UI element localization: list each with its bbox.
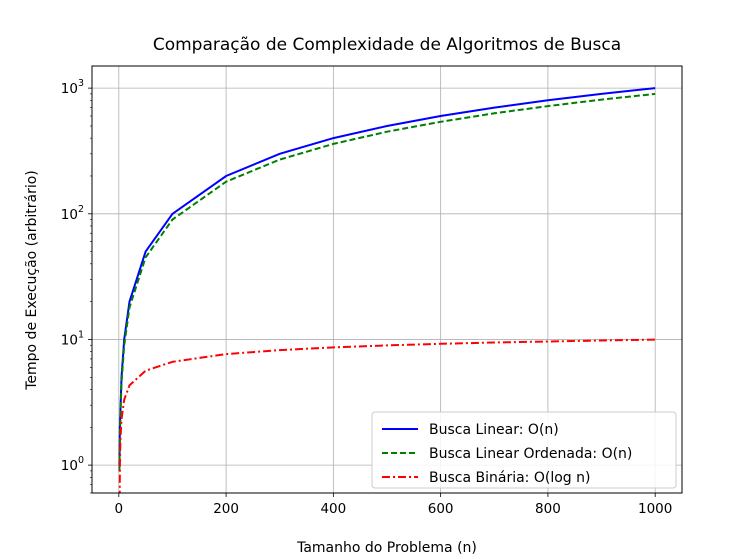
y-tick-label: 103 <box>61 78 84 97</box>
x-tick-label: 800 <box>535 501 561 517</box>
x-tick-label: 1000 <box>638 501 672 517</box>
y-axis-label: Tempo de Execução (arbitrário) <box>24 170 40 391</box>
x-tick-label: 0 <box>115 501 124 517</box>
series-layer <box>118 87 656 493</box>
tick-layer: 0 200 400 600 800 1000 100 101 102 103 <box>61 78 673 517</box>
x-tick-label: 200 <box>213 501 239 517</box>
x-axis-label: Tamanho do Problema (n) <box>296 540 477 556</box>
legend-label: Busca Linear Ordenada: O(n) <box>429 446 632 462</box>
y-tick-label: 102 <box>61 204 84 223</box>
x-tick-label: 600 <box>428 501 454 517</box>
chart-title: Comparação de Complexidade de Algoritmos… <box>153 35 621 55</box>
legend-box <box>371 411 677 489</box>
x-tick-label: 400 <box>320 501 346 517</box>
legend-items: Busca Linear: O(n) Busca Linear Ordenada:… <box>382 422 632 486</box>
series-line <box>118 92 656 471</box>
legend-label: Busca Binária: O(log n) <box>429 470 590 486</box>
y-tick-label: 101 <box>61 329 84 348</box>
legend: Busca Linear: O(n) Busca Linear Ordenada:… <box>371 411 677 489</box>
legend-label: Busca Linear: O(n) <box>429 422 559 438</box>
y-tick-label: 100 <box>61 455 84 474</box>
